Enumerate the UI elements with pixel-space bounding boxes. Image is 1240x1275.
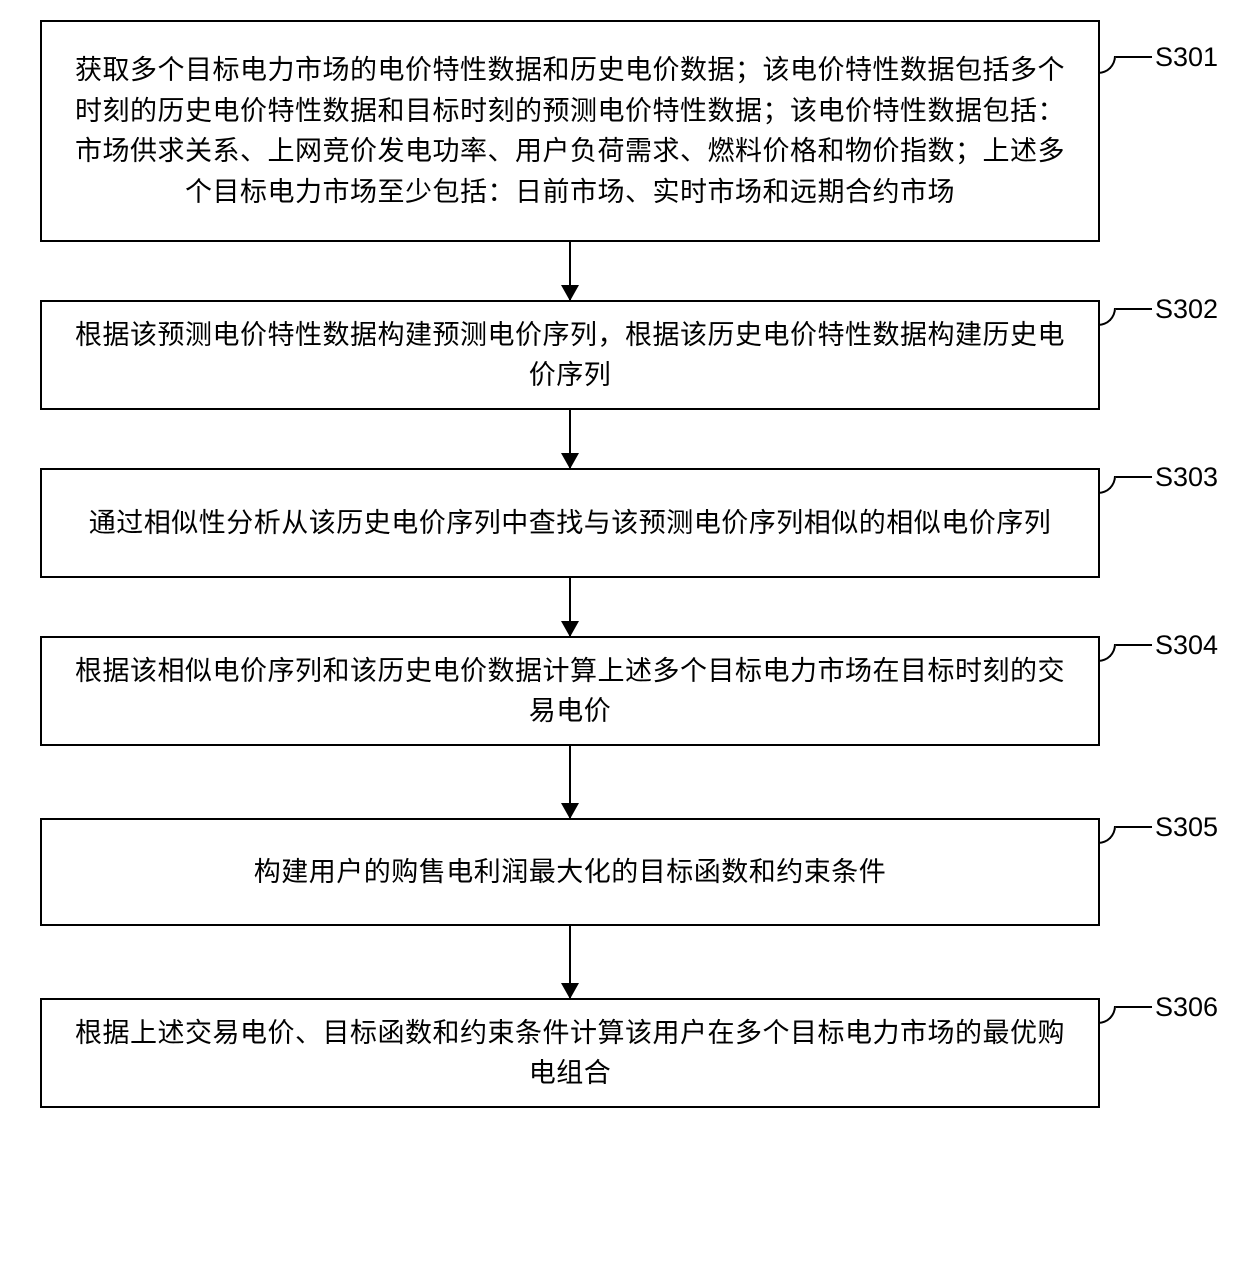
label-connector-line: [1116, 476, 1152, 478]
connector-wrap: [40, 926, 1100, 998]
step-label: S303: [1155, 462, 1218, 493]
connector-wrap: [40, 410, 1100, 468]
step-label: S302: [1155, 294, 1218, 325]
label-connector-curve: [1098, 1006, 1116, 1024]
step-text: 获取多个目标电力市场的电价特性数据和历史电价数据；该电价特性数据包括多个时刻的历…: [62, 50, 1078, 212]
step-box-s301: 获取多个目标电力市场的电价特性数据和历史电价数据；该电价特性数据包括多个时刻的历…: [40, 20, 1100, 242]
step-box-s302: 根据该预测电价特性数据构建预测电价序列，根据该历史电价特性数据构建历史电价序列: [40, 300, 1100, 410]
step-text: 通过相似性分析从该历史电价序列中查找与该预测电价序列相似的相似电价序列: [89, 503, 1052, 544]
label-connector-line: [1116, 308, 1152, 310]
label-connector-line: [1116, 644, 1152, 646]
step-text: 根据该相似电价序列和该历史电价数据计算上述多个目标电力市场在目标时刻的交易电价: [62, 651, 1078, 732]
connector-wrap: [40, 242, 1100, 300]
step-text: 根据该预测电价特性数据构建预测电价序列，根据该历史电价特性数据构建历史电价序列: [62, 315, 1078, 396]
step-row: 构建用户的购售电利润最大化的目标函数和约束条件 S305: [40, 818, 1200, 926]
label-connector-line: [1116, 56, 1152, 58]
label-connector-curve: [1098, 56, 1116, 74]
arrowhead-icon: [561, 983, 579, 999]
step-label: S304: [1155, 630, 1218, 661]
arrowhead-icon: [561, 285, 579, 301]
connector-wrap: [40, 746, 1100, 818]
step-box-s304: 根据该相似电价序列和该历史电价数据计算上述多个目标电力市场在目标时刻的交易电价: [40, 636, 1100, 746]
step-box-s303: 通过相似性分析从该历史电价序列中查找与该预测电价序列相似的相似电价序列: [40, 468, 1100, 578]
step-text: 根据上述交易电价、目标函数和约束条件计算该用户在多个目标电力市场的最优购电组合: [62, 1013, 1078, 1094]
step-row: 根据上述交易电价、目标函数和约束条件计算该用户在多个目标电力市场的最优购电组合 …: [40, 998, 1200, 1108]
step-box-s306: 根据上述交易电价、目标函数和约束条件计算该用户在多个目标电力市场的最优购电组合: [40, 998, 1100, 1108]
step-label: S305: [1155, 812, 1218, 843]
flowchart-container: 获取多个目标电力市场的电价特性数据和历史电价数据；该电价特性数据包括多个时刻的历…: [40, 20, 1200, 1108]
step-label: S301: [1155, 42, 1218, 73]
arrow-connector: [569, 926, 572, 998]
step-label: S306: [1155, 992, 1218, 1023]
arrow-connector: [569, 746, 572, 818]
label-connector-curve: [1098, 826, 1116, 844]
step-box-s305: 构建用户的购售电利润最大化的目标函数和约束条件: [40, 818, 1100, 926]
connector-wrap: [40, 578, 1100, 636]
arrow-connector: [569, 242, 572, 300]
arrowhead-icon: [561, 453, 579, 469]
step-row: 根据该相似电价序列和该历史电价数据计算上述多个目标电力市场在目标时刻的交易电价 …: [40, 636, 1200, 746]
arrow-connector: [569, 410, 572, 468]
step-row: 获取多个目标电力市场的电价特性数据和历史电价数据；该电价特性数据包括多个时刻的历…: [40, 20, 1200, 242]
arrow-connector: [569, 578, 572, 636]
label-connector-curve: [1098, 308, 1116, 326]
step-row: 根据该预测电价特性数据构建预测电价序列，根据该历史电价特性数据构建历史电价序列 …: [40, 300, 1200, 410]
arrowhead-icon: [561, 803, 579, 819]
step-text: 构建用户的购售电利润最大化的目标函数和约束条件: [254, 852, 887, 893]
label-connector-curve: [1098, 476, 1116, 494]
arrowhead-icon: [561, 621, 579, 637]
label-connector-curve: [1098, 644, 1116, 662]
label-connector-line: [1116, 826, 1152, 828]
step-row: 通过相似性分析从该历史电价序列中查找与该预测电价序列相似的相似电价序列 S303: [40, 468, 1200, 578]
label-connector-line: [1116, 1006, 1152, 1008]
